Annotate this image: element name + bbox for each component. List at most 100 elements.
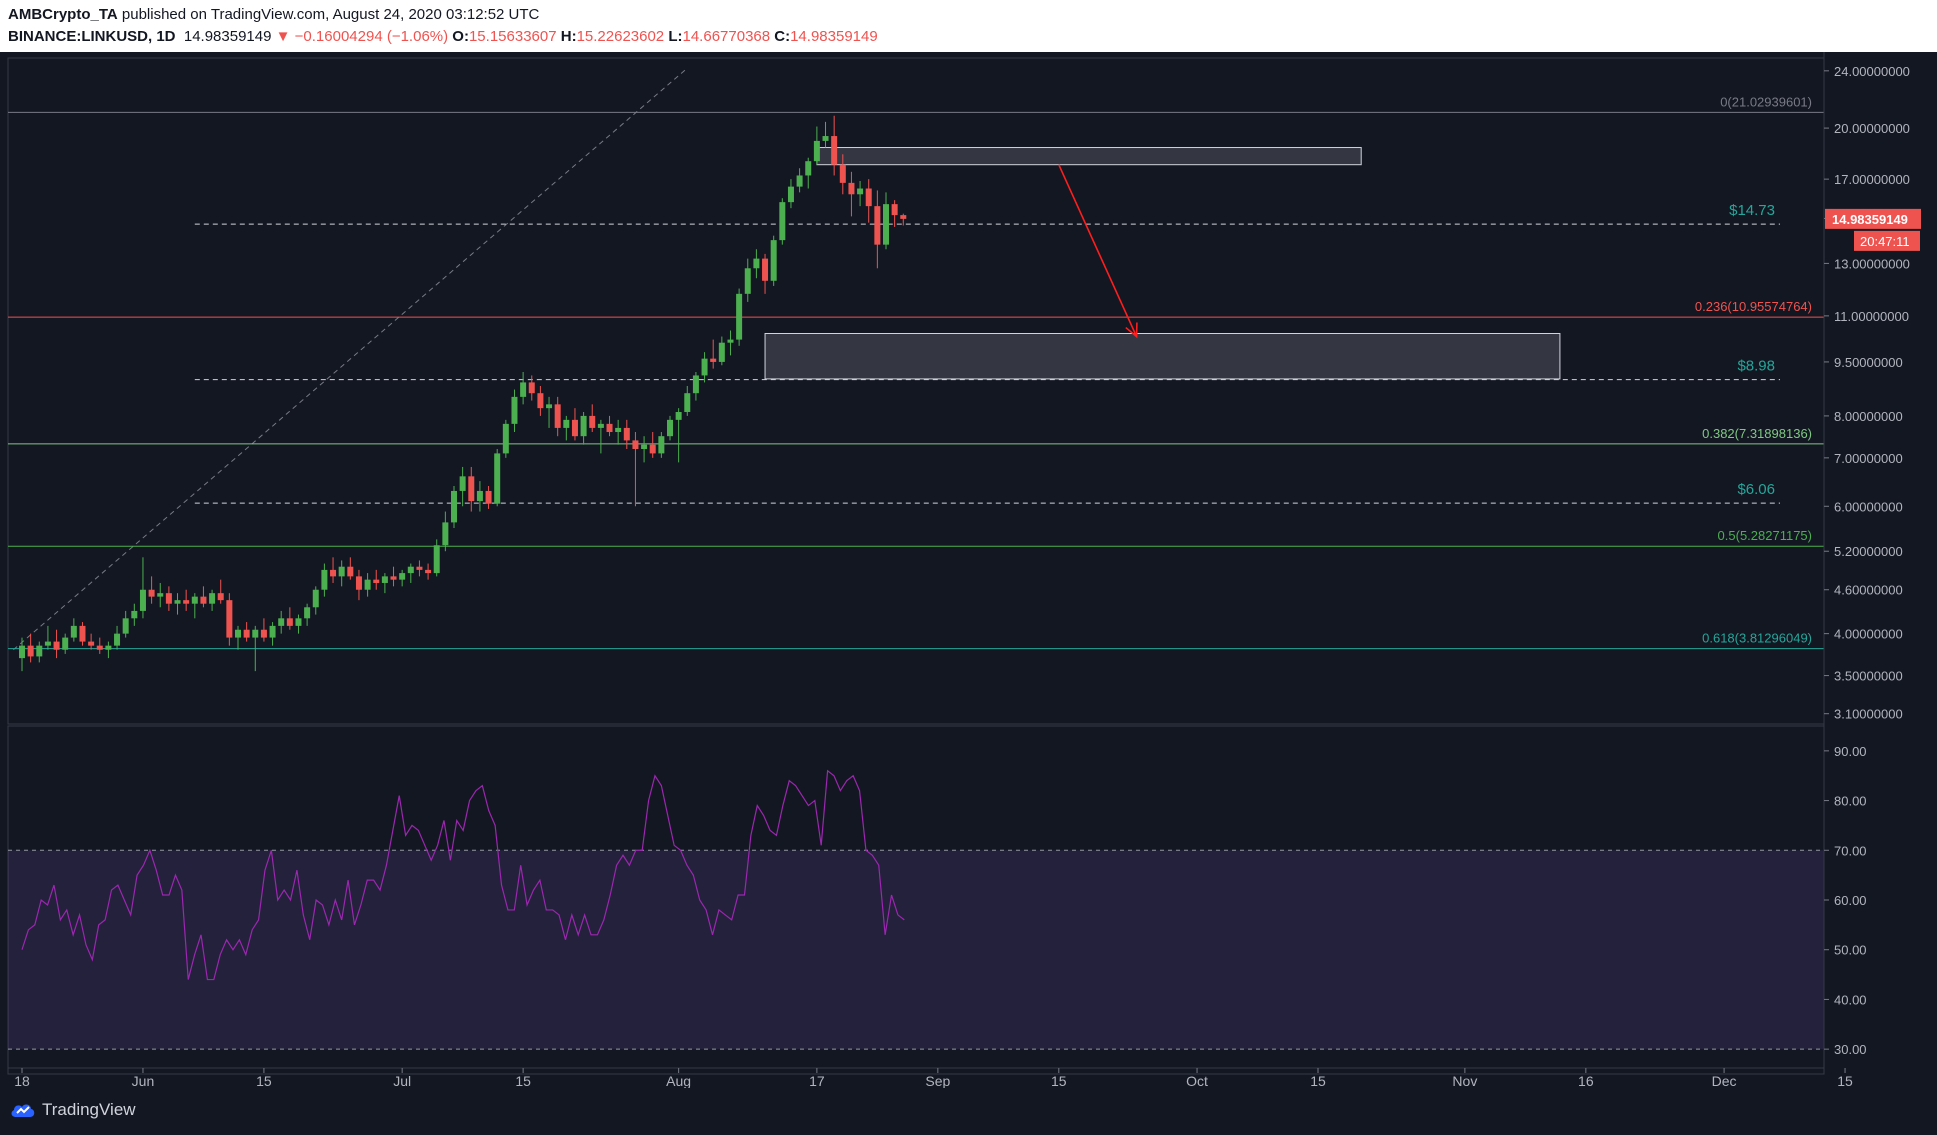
candle-body (321, 569, 328, 590)
candle-body (286, 618, 293, 626)
price-tick-label: 6.00000000 (1834, 499, 1903, 514)
candle-body (468, 476, 475, 502)
symbol-label: BINANCE:LINKUSD, 1D (8, 28, 176, 45)
candle-body (736, 293, 743, 340)
countdown-badge (1854, 230, 1920, 251)
candle-body (451, 490, 457, 523)
candle-body (520, 382, 527, 397)
candle-body (805, 161, 812, 176)
candle-body (632, 440, 639, 450)
candle-body (511, 396, 518, 424)
tradingview-brand: TradingView (42, 1100, 136, 1119)
candle-body (433, 545, 440, 574)
rsi-tick-label: 60.00 (1834, 893, 1867, 908)
candle-body (338, 566, 345, 577)
candle-body (139, 589, 146, 611)
candle-body (27, 645, 34, 657)
candle-body (148, 589, 155, 597)
candle-body (19, 645, 25, 659)
candle-body (96, 645, 103, 650)
candle-body (900, 215, 907, 219)
price-zone (764, 332, 1561, 380)
trend-line (13, 67, 688, 651)
candle-body (744, 268, 751, 294)
candle-body (494, 453, 501, 504)
tradingview-logo[interactable]: TradingView (10, 1100, 136, 1120)
open-label: O: (452, 28, 469, 45)
candle-body (62, 637, 69, 650)
projection-arrow-head (1125, 322, 1138, 339)
projection-arrow (1058, 164, 1138, 337)
time-tick-label: Dec (1712, 1073, 1737, 1088)
candle-body (615, 427, 622, 433)
rsi-tick-label: 50.00 (1834, 943, 1867, 958)
candle-body (114, 633, 121, 646)
fib-level-label: 0.236(10.95574764) (1695, 299, 1812, 314)
rsi-band (8, 850, 1824, 1050)
fib-level-label: 0.382(7.31898136) (1702, 426, 1812, 441)
candle-body (675, 412, 682, 420)
candle-body (684, 393, 691, 413)
price-tick-label: 9.50000000 (1834, 355, 1903, 370)
candle-body (183, 600, 190, 604)
tradingview-cloud-icon (11, 1104, 35, 1117)
time-tick-label: 15 (1310, 1073, 1326, 1088)
candle-body (641, 444, 648, 450)
price-tick-label: 13.00000000 (1834, 256, 1910, 271)
candle-body (70, 625, 77, 638)
candle-body (502, 423, 509, 454)
close-label: C: (774, 28, 791, 45)
candle-body (330, 569, 337, 577)
candle-body (442, 522, 449, 546)
price-tick-label: 11.00000000 (1834, 309, 1909, 324)
time-tick-label: 17 (809, 1073, 825, 1088)
candle-body (79, 625, 86, 642)
publish-line: AMBCrypto_TA published on TradingView.co… (8, 6, 539, 23)
candle-body (563, 419, 570, 428)
candle-body (537, 393, 544, 409)
candle-body (589, 415, 596, 428)
candle-body (88, 641, 95, 646)
candle-body (226, 600, 233, 638)
candle-body (355, 576, 362, 590)
time-tick-label: Nov (1452, 1073, 1477, 1088)
chart-header: AMBCrypto_TA published on TradingView.co… (0, 0, 1937, 52)
author-name[interactable]: AMBCrypto_TA (8, 6, 118, 23)
candle-body (174, 600, 181, 604)
candle-body (347, 566, 354, 577)
candle-body (796, 175, 803, 187)
support-level-label: $14.73 (1729, 202, 1775, 219)
time-tick-label: Oct (1186, 1073, 1208, 1088)
chart-footer (0, 1088, 1937, 1135)
price-tick-label: 17.00000000 (1834, 172, 1910, 187)
candle-body (260, 629, 267, 638)
price-tick-label: 8.00000000 (1834, 409, 1903, 424)
price-zone (816, 147, 1362, 166)
candle-body (710, 358, 717, 362)
change-down-icon: ▼ (275, 28, 291, 45)
candle-body (787, 186, 794, 203)
support-level-label: $8.98 (1737, 358, 1775, 375)
candle-body (571, 419, 578, 437)
candle-body (476, 490, 483, 502)
candle-body (200, 596, 207, 604)
low-label: L: (668, 28, 683, 45)
chart-canvas[interactable]: 0(21.02939601) 0.236(10.95574764) 0.382(7.… (0, 52, 1937, 1088)
candle-body (53, 641, 60, 650)
fib-level-label: 0.618(3.81296049) (1702, 631, 1812, 646)
price-tick-label: 24.00000000 (1834, 64, 1910, 79)
candle-body (692, 375, 699, 394)
candle-body (381, 576, 388, 583)
candle-body (157, 593, 164, 597)
last-price-badge (1825, 208, 1921, 229)
time-tick-label: 15 (1837, 1073, 1853, 1088)
time-tick-label: 18 (14, 1073, 30, 1088)
price-tick-label: 4.00000000 (1834, 627, 1903, 642)
candle-body (304, 607, 311, 619)
candle-body (36, 645, 43, 657)
time-tick-label: Jul (393, 1073, 411, 1088)
candle-body (891, 204, 898, 216)
candle-body (390, 576, 397, 580)
candle-body (865, 188, 872, 207)
candle-body (459, 476, 466, 491)
